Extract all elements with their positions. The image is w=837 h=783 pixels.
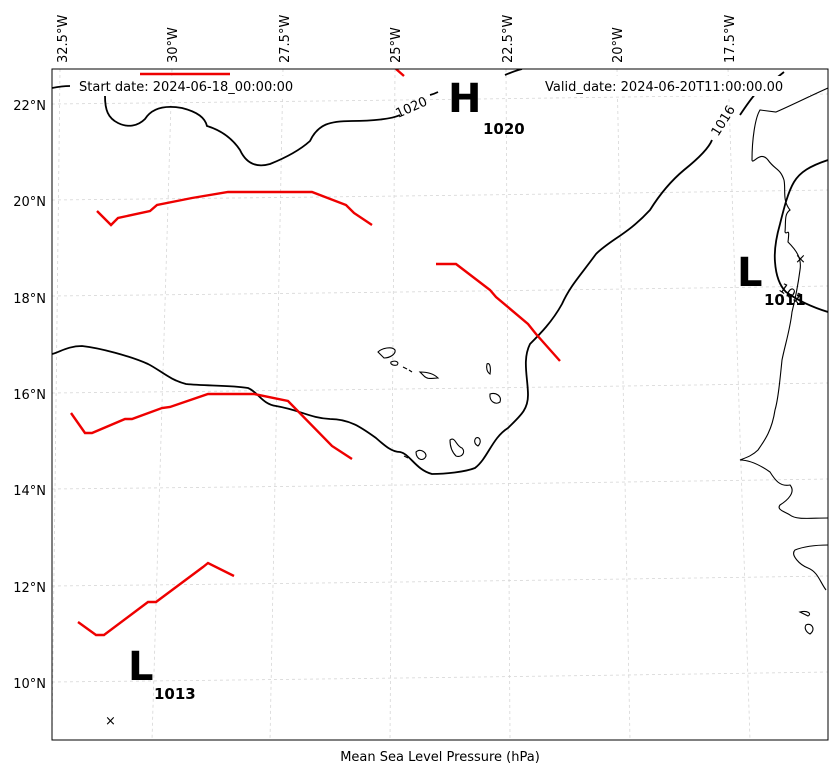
lon-tick: 30°W <box>166 27 181 63</box>
low-east-marker: × <box>795 252 806 267</box>
lat-tick: 18°N <box>13 292 46 307</box>
lon-tick: 27.5°W <box>278 15 293 63</box>
front-central <box>436 262 561 362</box>
high-value: 1020 <box>483 120 525 138</box>
coastlines <box>377 87 828 635</box>
low-pressure-center-east: L 1011 × <box>737 250 806 309</box>
africa-coast <box>739 87 828 635</box>
lat-tick: 16°N <box>13 388 46 403</box>
front-north-1 <box>96 190 373 227</box>
lat-tick: 10°N <box>13 677 46 692</box>
low-sw-marker: × <box>105 714 116 729</box>
latitude-ticks: 22°N 20°N 18°N 16°N 14°N 12°N 10°N <box>13 99 46 692</box>
low-east-value: 1011 <box>764 291 806 309</box>
low-sw-label: L <box>128 644 154 690</box>
lon-tick: 20°W <box>611 27 626 63</box>
front-south-2 <box>77 561 235 637</box>
island-santa-luzia <box>402 366 413 373</box>
fronts <box>70 69 561 637</box>
isobar-label-1016: 1016 <box>709 103 739 139</box>
lon-tick: 25°W <box>389 27 404 63</box>
high-label: H <box>448 76 481 122</box>
island-santiago <box>449 438 465 457</box>
lat-tick: 22°N <box>13 99 46 114</box>
map-frame <box>51 68 829 741</box>
island-sao-vicente <box>390 360 399 366</box>
island-brava <box>403 455 409 459</box>
valid-date: Valid_date: 2024-06-20T11:00:00.00 <box>545 80 783 95</box>
lon-tick: 22.5°W <box>501 15 516 63</box>
lon-tick: 32.5°W <box>56 15 71 63</box>
front-south-1 <box>70 392 353 461</box>
low-east-label: L <box>737 250 763 296</box>
lat-tick: 12°N <box>13 581 46 596</box>
lat-tick: 20°N <box>13 195 46 210</box>
low-pressure-center-southwest: L 1013 × <box>105 644 196 729</box>
lon-tick: 17.5°W <box>723 15 738 63</box>
isobar-1020-north <box>52 69 523 167</box>
isobar-1011 <box>773 159 828 313</box>
island-fogo <box>415 449 427 461</box>
x-axis-label: Mean Sea Level Pressure (hPa) <box>340 750 540 765</box>
graticule <box>52 69 828 740</box>
island-sao-nicolau <box>418 371 440 380</box>
start-date: Start date: 2024-06-18_00:00:00 <box>79 80 293 95</box>
isobar-label-1020: 1020 <box>394 94 430 121</box>
low-sw-value: 1013 <box>154 685 196 703</box>
high-pressure-center: H 1020 <box>448 76 525 138</box>
longitude-ticks: 32.5°W 30°W 27.5°W 25°W 22.5°W 20°W 17.5… <box>56 15 738 63</box>
island-boa-vista <box>489 392 501 404</box>
island-maio <box>474 437 481 447</box>
island-santo-antao <box>377 347 396 359</box>
front-top-2 <box>395 69 405 77</box>
lat-tick: 14°N <box>13 484 46 499</box>
island-sal <box>486 363 491 375</box>
